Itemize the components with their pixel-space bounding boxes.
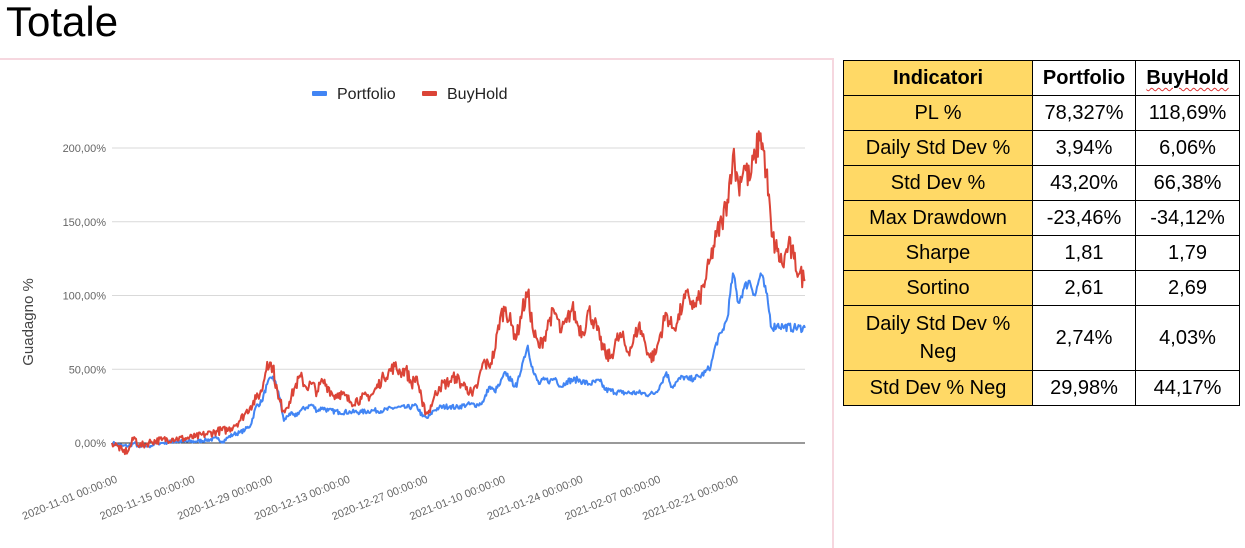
row-label: Std Dev % Neg: [843, 370, 1033, 406]
header-portfolio: Portfolio: [1032, 60, 1136, 96]
buyhold-value: 2,69: [1135, 270, 1240, 306]
buyhold-value: 118,69%: [1135, 95, 1240, 131]
buyhold-value: -34,12%: [1135, 200, 1240, 236]
table-header-row: Indicatori Portfolio BuyHold: [843, 60, 1240, 96]
indicators-table: Indicatori Portfolio BuyHold PL % 78,327…: [843, 60, 1240, 406]
portfolio-value: 2,74%: [1032, 305, 1136, 371]
y-tick-label: 150,00%: [63, 217, 107, 229]
table-row: Max Drawdown -23,46% -34,12%: [843, 200, 1240, 236]
buyhold-value: 66,38%: [1135, 165, 1240, 201]
table-row: Std Dev % 43,20% 66,38%: [843, 165, 1240, 201]
y-tick-label: 200,00%: [63, 143, 107, 155]
header-indicatori: Indicatori: [843, 60, 1033, 96]
header-buyhold-label: BuyHold: [1146, 67, 1229, 89]
table-row: Daily Std Dev % 3,94% 6,06%: [843, 130, 1240, 166]
y-tick-label: 100,00%: [63, 291, 107, 303]
legend-swatch-buyhold: [422, 91, 437, 96]
row-label: Sortino: [843, 270, 1033, 306]
portfolio-value: 29,98%: [1032, 370, 1136, 406]
y-axis-label: Guadagno %: [20, 278, 37, 366]
buyhold-value: 4,03%: [1135, 305, 1240, 371]
buyhold-value: 44,17%: [1135, 370, 1240, 406]
buyhold-value: 1,79: [1135, 235, 1240, 271]
portfolio-value: 78,327%: [1032, 95, 1136, 131]
table-row: Daily Std Dev % Neg 2,74% 4,03%: [843, 305, 1240, 371]
legend-label-portfolio: Portfolio: [337, 86, 396, 103]
header-buyhold: BuyHold: [1135, 60, 1240, 96]
chart-container: [0, 58, 834, 548]
portfolio-value: 2,61: [1032, 270, 1136, 306]
table-row: Std Dev % Neg 29,98% 44,17%: [843, 370, 1240, 406]
buyhold-value: 6,06%: [1135, 130, 1240, 166]
row-label: Daily Std Dev %: [843, 130, 1033, 166]
legend-swatch-portfolio: [312, 91, 327, 96]
y-tick-label: 50,00%: [69, 364, 107, 376]
table-row: Sharpe 1,81 1,79: [843, 235, 1240, 271]
portfolio-value: 3,94%: [1032, 130, 1136, 166]
line-chart: 0,00%50,00%100,00%150,00%200,00%2020-11-…: [20, 86, 806, 523]
portfolio-value: 43,20%: [1032, 165, 1136, 201]
page-title: Totale: [6, 0, 119, 45]
series-line-portfolio: [111, 272, 806, 449]
row-label: Sharpe: [843, 235, 1033, 271]
portfolio-value: 1,81: [1032, 235, 1136, 271]
series-line-buyhold: [111, 130, 806, 456]
legend-label-buyhold: BuyHold: [447, 86, 507, 103]
table-row: Sortino 2,61 2,69: [843, 270, 1240, 306]
row-label: Std Dev %: [843, 165, 1033, 201]
row-label: Max Drawdown: [843, 200, 1033, 236]
y-tick-label: 0,00%: [75, 438, 106, 450]
table-row: PL % 78,327% 118,69%: [843, 95, 1240, 131]
portfolio-value: -23,46%: [1032, 200, 1136, 236]
row-label: Daily Std Dev % Neg: [843, 305, 1033, 371]
row-label: PL %: [843, 95, 1033, 131]
